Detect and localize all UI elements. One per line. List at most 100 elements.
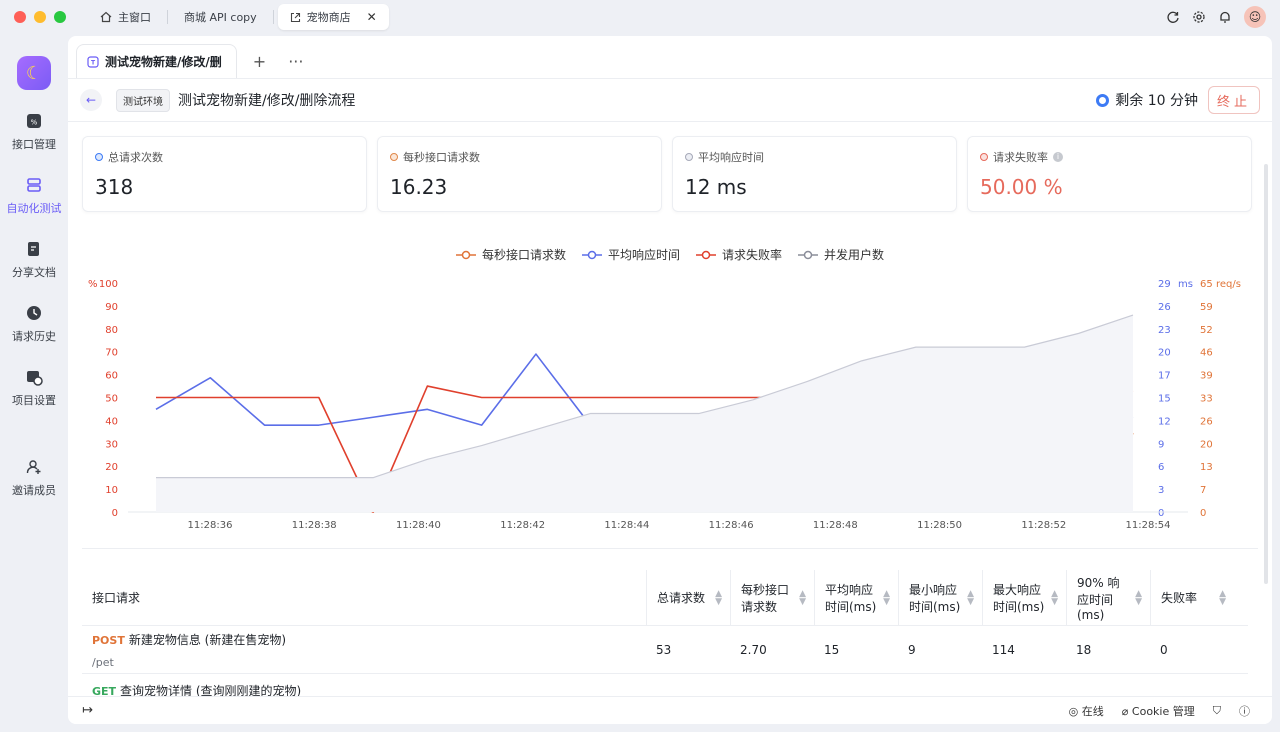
environment-badge[interactable]: 测试环境 — [116, 88, 170, 112]
status-dot-icon — [685, 153, 693, 161]
column-header-total[interactable]: 总请求数 ▲ ▼ — [646, 570, 730, 625]
page-header: ← 测试环境 测试宠物新建/修改/删除流程 剩余 10 分钟 终止 — [68, 78, 1272, 122]
y-axis-left-unit: % — [88, 279, 98, 290]
sidebar-item-history[interactable]: 请求历史 — [0, 304, 68, 344]
tab-test-scenario[interactable]: T 测试宠物新建/修改/删 — [76, 44, 237, 78]
maximize-window-button[interactable] — [54, 11, 66, 23]
y-axis-middle-tick: 0 — [1158, 508, 1164, 519]
sidebar-item-api[interactable]: % 接口管理 — [0, 112, 68, 152]
y-axis-right-tick: 39 — [1200, 371, 1213, 382]
column-header-p90[interactable]: 90% 响应时间 (ms) ▲ ▼ — [1066, 570, 1150, 625]
api-name: 新建宠物信息 (新建在售宠物) — [128, 632, 287, 647]
close-tab-icon[interactable]: ✕ — [366, 10, 377, 24]
table-row[interactable]: POST 新建宠物信息 (新建在售宠物) /pet 53 2.70 15 9 11… — [82, 626, 1248, 674]
y-axis-right-tick: 26 — [1200, 416, 1213, 427]
column-header-min[interactable]: 最小响应时间(ms) ▲ ▼ — [898, 570, 982, 625]
window-tab-main[interactable]: 主窗口 — [88, 4, 163, 30]
legend-item-failure[interactable]: 请求失败率 — [696, 246, 782, 263]
add-tab-button[interactable]: + — [252, 51, 267, 71]
column-header-label: 接口请求 — [92, 591, 141, 605]
stat-label: 总请求次数 — [108, 151, 163, 164]
window-controls — [14, 11, 66, 23]
gear-icon[interactable] — [1192, 10, 1206, 24]
settings-icon — [27, 371, 43, 386]
y-axis-left-tick: 30 — [105, 439, 118, 450]
status-dot-icon — [980, 153, 988, 161]
y-axis-middle-tick: 3 — [1158, 485, 1164, 496]
online-status[interactable]: ◎ 在线 — [1068, 704, 1104, 718]
window-tab-label: 商城 API copy — [184, 11, 257, 24]
sidebar-item-automation[interactable]: 自动化测试 — [0, 176, 68, 216]
y-axis-left-tick: 10 — [105, 485, 118, 496]
column-header-label: 90% 响应时间 (ms) — [1077, 575, 1120, 622]
page-title: 测试宠物新建/修改/删除流程 — [178, 93, 356, 109]
cell-min: 9 — [908, 642, 916, 657]
stat-value: 318 — [95, 175, 134, 199]
title-bar: 主窗口 商城 API copy 宠物商店 ✕ ☺ — [0, 0, 1280, 34]
sort-icon[interactable]: ▲ ▼ — [1219, 588, 1226, 607]
column-header-rps[interactable]: 每秒接口请求数 ▲ ▼ — [730, 570, 814, 625]
stop-button[interactable]: 终止 — [1208, 86, 1260, 114]
sidebar-item-label: 分享文档 — [12, 266, 56, 279]
y-axis-left-tick: 70 — [105, 348, 118, 359]
chart-canvas: 0102030405060708090100%03691215172023262… — [88, 279, 1241, 531]
main-panel: T 测试宠物新建/修改/删 + ··· ← 测试环境 测试宠物新建/修改/删除流… — [68, 36, 1272, 724]
y-axis-middle-unit: ms — [1178, 279, 1193, 290]
help-icon[interactable]: ⓘ — [1239, 704, 1250, 718]
back-button[interactable]: ← — [80, 89, 102, 111]
x-axis-tick: 11:28:52 — [1021, 520, 1066, 531]
y-axis-left-tick: 90 — [105, 302, 118, 313]
column-header-max[interactable]: 最大响应时间(ms) ▲ ▼ — [982, 570, 1066, 625]
refresh-icon[interactable] — [1166, 10, 1180, 24]
status-bar: ↦ ◎ 在线 ⌀ Cookie 管理 ⛉ ⓘ — [68, 696, 1272, 724]
sort-icon[interactable]: ▲ ▼ — [1051, 588, 1058, 607]
sidebar-item-settings[interactable]: 项目设置 — [0, 368, 68, 408]
sort-icon[interactable]: ▲ ▼ — [967, 588, 974, 607]
column-header-api: 接口请求 — [82, 570, 646, 625]
y-axis-left-tick: 50 — [105, 394, 118, 405]
window-tab-pet-store[interactable]: 宠物商店 ✕ — [277, 4, 389, 30]
legend-item-response[interactable]: 平均响应时间 — [581, 246, 680, 263]
stat-value: 16.23 — [390, 175, 448, 199]
cookie-manager-button[interactable]: ⌀ Cookie 管理 — [1121, 704, 1195, 718]
y-axis-middle-tick: 23 — [1158, 325, 1171, 336]
close-window-button[interactable] — [14, 11, 26, 23]
window-tab-mall-api[interactable]: 商城 API copy — [172, 4, 269, 30]
shirt-icon[interactable]: ⛉ — [1212, 703, 1221, 717]
stat-label: 请求失败率 — [993, 151, 1048, 164]
y-axis-right-tick: 52 — [1200, 325, 1213, 336]
sort-icon[interactable]: ▲ ▼ — [799, 588, 806, 607]
bell-icon[interactable] — [1218, 10, 1232, 24]
more-icon[interactable]: ··· — [288, 51, 304, 71]
table-header: 接口请求 总请求数 ▲ ▼ 每秒接口请求数 ▲ ▼ 平均响应时间(ms) ▲ ▼ 最小响应时… — [82, 570, 1248, 626]
y-axis-right-tick: 33 — [1200, 394, 1213, 405]
legend-line-icon — [798, 250, 819, 259]
column-header-failure[interactable]: 失败率 ▲ ▼ — [1150, 570, 1234, 625]
y-axis-right-tick: 46 — [1200, 348, 1213, 359]
column-header-avg[interactable]: 平均响应时间(ms) ▲ ▼ — [814, 570, 898, 625]
stat-label: 平均响应时间 — [698, 151, 764, 164]
avatar[interactable]: ☺ — [1244, 6, 1266, 28]
sidebar-item-share-doc[interactable]: 分享文档 — [0, 240, 68, 280]
x-axis-tick: 11:28:48 — [813, 520, 858, 531]
sort-icon[interactable]: ▲ ▼ — [1135, 588, 1142, 607]
info-icon[interactable]: i — [1053, 152, 1063, 162]
legend-item-rps[interactable]: 每秒接口请求数 — [455, 246, 566, 263]
sidebar: ☾ % 接口管理 自动化测试 分享文档 请求历史 项目设置 邀请成员 — [0, 34, 68, 732]
collapse-sidebar-icon[interactable]: ↦ — [82, 703, 93, 718]
legend-item-users[interactable]: 并发用户数 — [798, 246, 884, 263]
legend-label: 请求失败率 — [722, 248, 783, 262]
panel-tab-bar: T 测试宠物新建/修改/删 + ··· — [68, 36, 1272, 78]
window-tab-label: 主窗口 — [118, 11, 151, 24]
minimize-window-button[interactable] — [34, 11, 46, 23]
remaining-label: 剩余 10 分钟 — [1115, 93, 1198, 109]
column-header-label: 每秒接口请求数 — [741, 582, 790, 614]
sidebar-item-invite[interactable]: 邀请成员 — [0, 458, 68, 498]
svg-text:%: % — [31, 119, 38, 127]
progress-ring-icon — [1096, 93, 1110, 107]
scrollbar[interactable] — [1264, 164, 1268, 584]
svg-text:T: T — [91, 59, 96, 66]
sort-icon[interactable]: ▲ ▼ — [883, 588, 890, 607]
y-axis-left-tick: 40 — [105, 416, 118, 427]
sort-icon[interactable]: ▲ ▼ — [715, 588, 722, 607]
